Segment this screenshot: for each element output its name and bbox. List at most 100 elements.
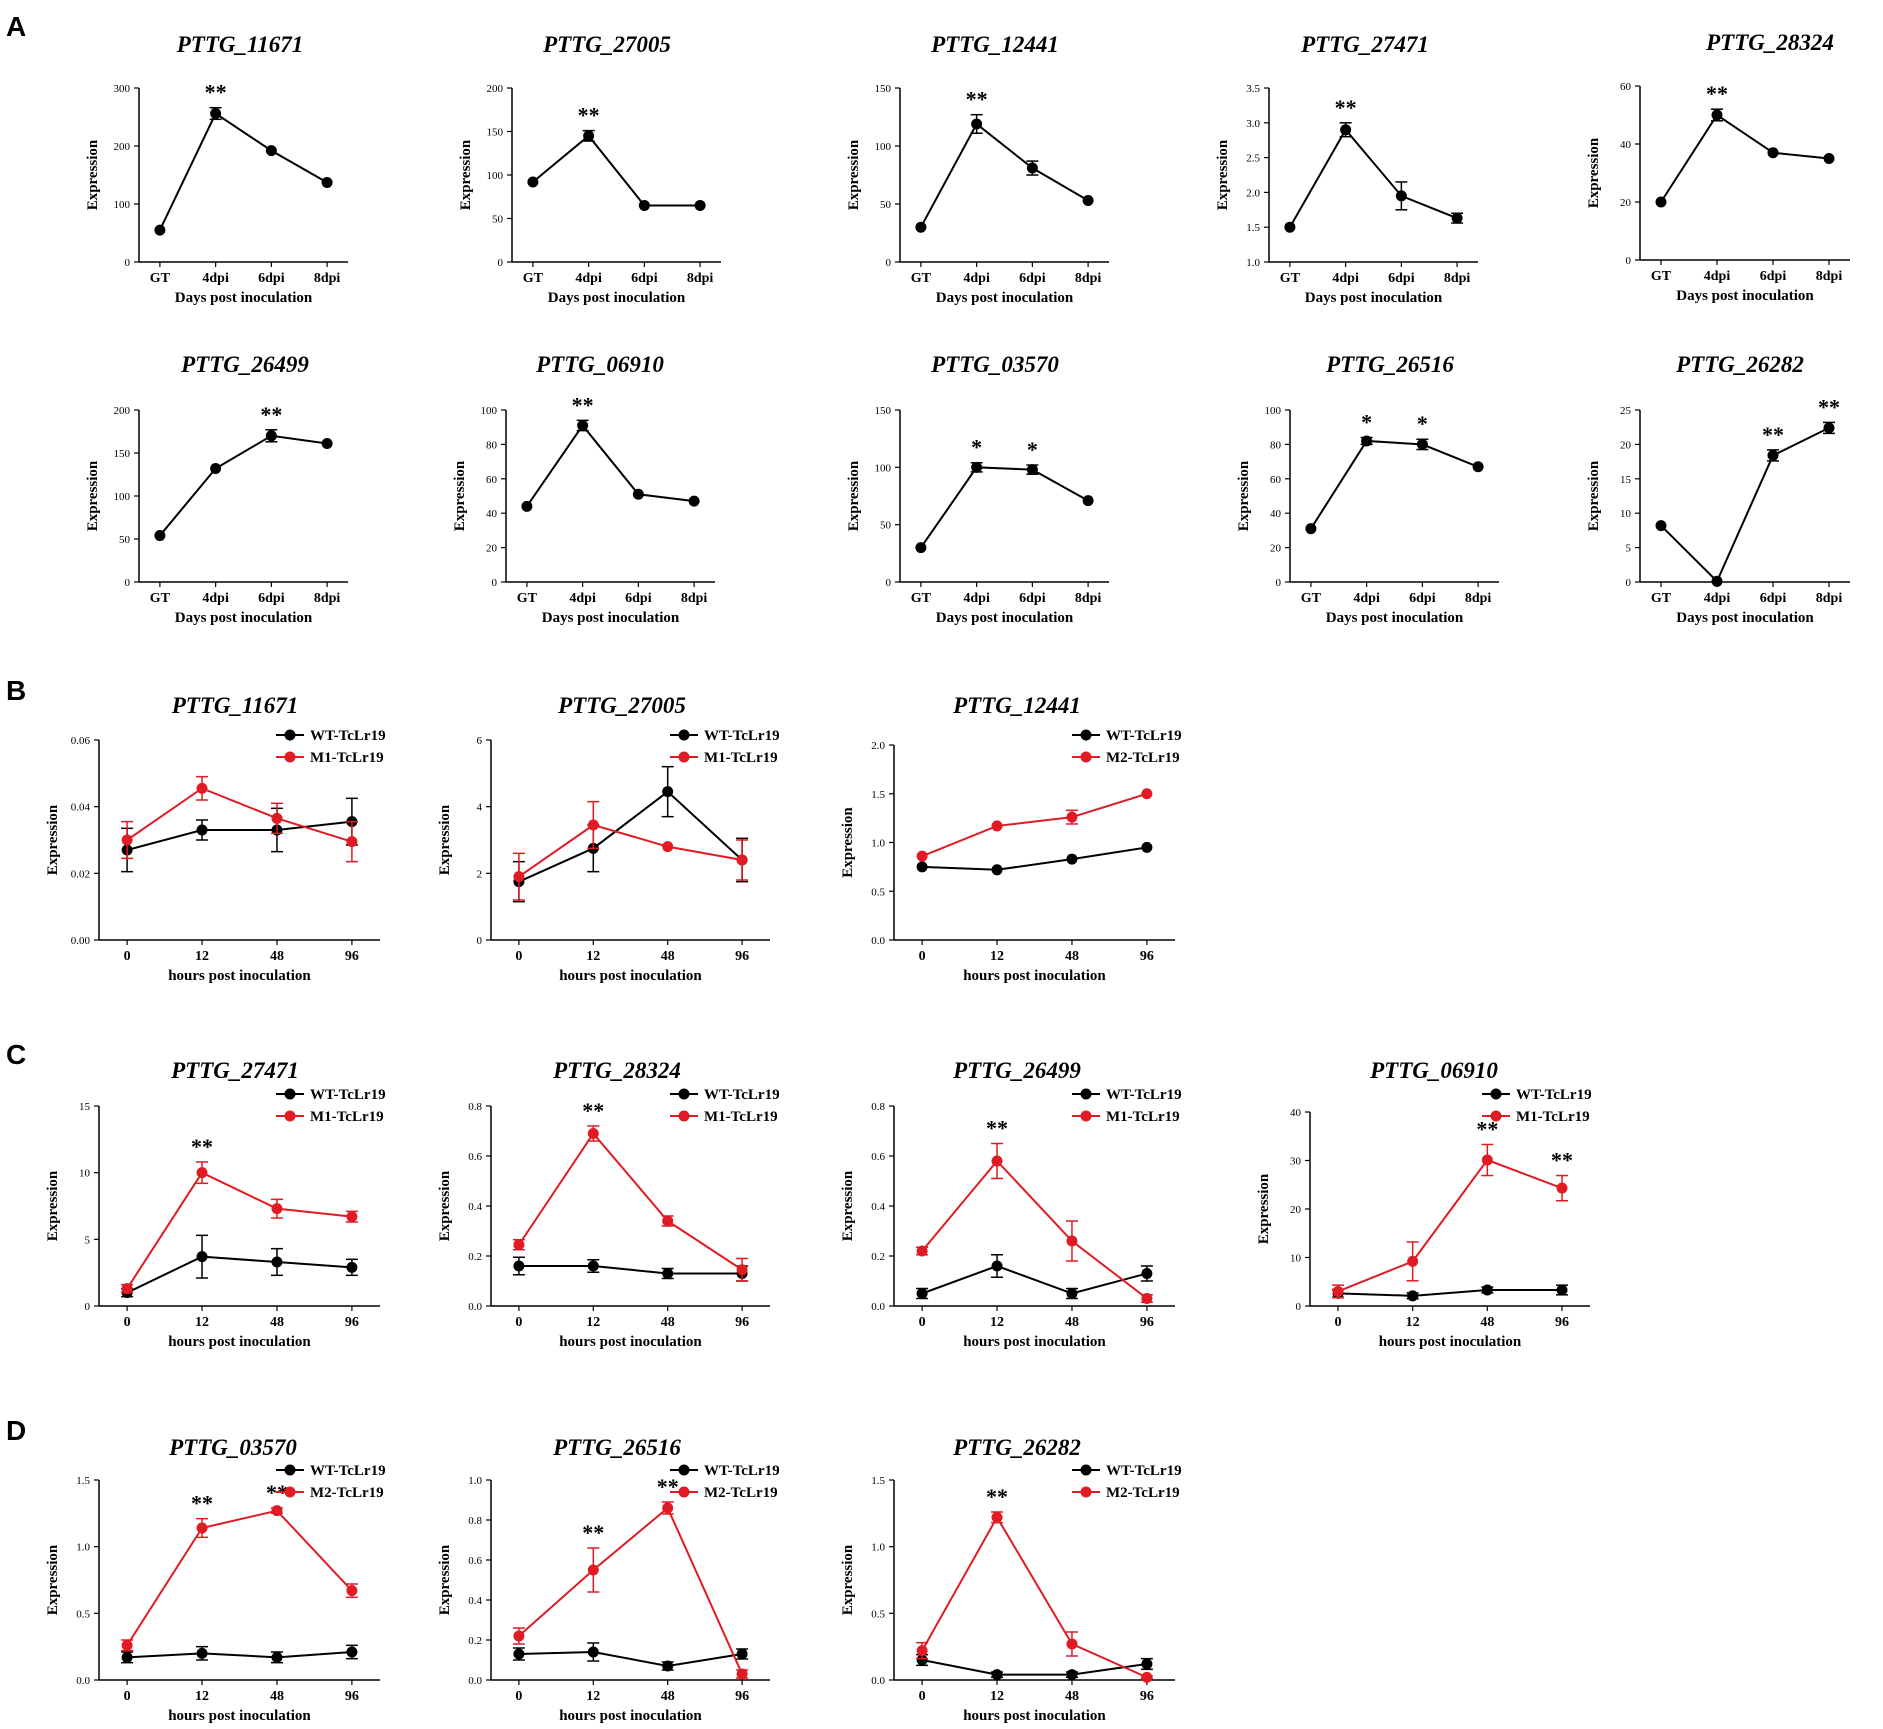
data-point	[632, 488, 644, 500]
y-tick-label: 0	[886, 257, 892, 269]
y-tick-label: 150	[487, 127, 504, 139]
x-tick-label: 6dpi	[1760, 591, 1787, 606]
series-line	[126, 1171, 353, 1290]
significance-marker: **	[1476, 1116, 1498, 1141]
legend-marker	[1490, 1110, 1502, 1122]
data-point	[1767, 449, 1779, 461]
y-tick-label: 100	[1265, 405, 1282, 417]
legend-label: M1-TcLr19	[310, 1109, 384, 1125]
x-tick-label: 96	[345, 949, 359, 964]
data-point	[1066, 1638, 1078, 1650]
significance-marker: **	[260, 402, 282, 427]
y-tick-label: 50	[492, 214, 504, 226]
legend-label: WT-TcLr19	[1516, 1087, 1592, 1103]
x-tick-label: 96	[345, 1689, 359, 1704]
x-tick-label: 0	[515, 1315, 522, 1330]
data-point	[527, 176, 539, 188]
data-point	[1141, 1268, 1153, 1279]
x-tick-label: 0	[515, 949, 522, 964]
y-tick-label: 5	[85, 1234, 91, 1246]
data-point	[1141, 1671, 1153, 1683]
chart-b-pttg-12441: PTTG_12441 0.0 0.5 1.0 1.5 2.0 0 12 48 96 hours po…	[840, 693, 1182, 984]
data-point	[916, 1645, 928, 1657]
x-tick-label: 48	[1065, 1315, 1079, 1330]
data-point	[916, 1288, 928, 1299]
series-line	[518, 1131, 743, 1271]
y-tick-label: 100	[875, 462, 892, 474]
y-tick-label: 0.0	[871, 935, 885, 947]
x-tick-label: 48	[1065, 1689, 1079, 1704]
data-point	[513, 1260, 525, 1272]
x-tick-label: 8dpi	[1444, 271, 1471, 286]
legend-label: M2-TcLr19	[1106, 1485, 1180, 1501]
x-tick-label: 6dpi	[1019, 591, 1046, 606]
series-wt-tclr19	[512, 765, 749, 903]
y-tick-label: 200	[114, 141, 131, 153]
series-expression	[521, 419, 700, 512]
data-point	[196, 782, 208, 794]
data-point	[121, 1639, 133, 1651]
chart-c-pttg-06910: PTTG_06910 0 10 20 30 40 0 12 48 96 hours post ino…	[1256, 1058, 1592, 1350]
y-tick-label: 1.5	[1246, 222, 1260, 234]
series-m1-tclr19	[512, 1125, 749, 1282]
x-axis-label: hours post inoculation	[963, 1334, 1106, 1350]
series-line	[158, 112, 328, 231]
chart-title: PTTG_27005	[557, 693, 686, 718]
data-point	[1284, 221, 1296, 233]
significance-marker: **	[1762, 422, 1784, 447]
y-tick-label: 80	[1270, 439, 1282, 451]
x-tick-label: 4dpi	[1704, 591, 1731, 606]
chart-title: PTTG_12441	[930, 32, 1059, 57]
x-axis-label: Days post inoculation	[548, 290, 686, 306]
y-tick-label: 100	[487, 170, 504, 182]
series-line	[518, 790, 743, 883]
x-tick-label: 12	[195, 949, 209, 964]
series-wt-tclr19	[121, 797, 358, 873]
significance-marker: *	[1361, 410, 1372, 435]
series-m2-tclr19	[512, 1501, 749, 1680]
series-line	[1289, 128, 1458, 228]
y-tick-label: 0.5	[871, 1608, 885, 1620]
chart-c-pttg-27471: PTTG_27471 0 5 10 15 0 12 48 96 hours post inocul…	[45, 1058, 386, 1350]
data-point	[346, 1585, 358, 1597]
x-tick-label: 48	[1480, 1315, 1494, 1330]
x-tick-label: 4dpi	[202, 591, 229, 606]
series-expression	[1284, 122, 1464, 233]
series-wt-tclr19	[512, 1642, 749, 1672]
x-tick-label: 12	[195, 1315, 209, 1330]
significance-marker: **	[1706, 81, 1728, 106]
series-line	[920, 466, 1089, 549]
data-point	[916, 861, 928, 873]
chart-title: PTTG_26499	[952, 1058, 1081, 1083]
data-point	[1823, 422, 1835, 434]
significance-marker: **	[657, 1474, 679, 1499]
data-point	[196, 1522, 208, 1534]
legend-marker	[1080, 751, 1092, 763]
x-axis-label: hours post inoculation	[559, 968, 702, 984]
significance-marker: **	[572, 392, 594, 417]
x-tick-label: 6dpi	[1760, 269, 1787, 284]
y-tick-label: 0.0	[871, 1301, 885, 1313]
x-axis-label: Days post inoculation	[542, 610, 680, 626]
legend-marker	[284, 751, 296, 763]
y-tick-label: 2.0	[871, 740, 885, 752]
y-axis-label: Expression	[1256, 1173, 1272, 1244]
y-tick-label: 150	[875, 83, 892, 95]
series-line	[518, 823, 743, 878]
y-tick-label: 40	[486, 508, 498, 520]
data-point	[662, 1660, 674, 1672]
data-point	[346, 836, 358, 848]
data-point	[1305, 523, 1317, 535]
y-tick-label: 0	[498, 257, 504, 269]
data-point	[915, 542, 927, 554]
legend-marker	[678, 1464, 690, 1476]
data-point	[346, 1261, 358, 1273]
data-point	[916, 1654, 928, 1666]
data-point	[587, 1564, 599, 1576]
y-tick-label: 150	[114, 448, 131, 460]
data-point	[583, 130, 595, 142]
chart-title: PTTG_26516	[1325, 352, 1454, 377]
significance-marker: *	[1417, 411, 1428, 436]
x-tick-label: 48	[661, 949, 675, 964]
x-tick-label: 12	[990, 949, 1004, 964]
